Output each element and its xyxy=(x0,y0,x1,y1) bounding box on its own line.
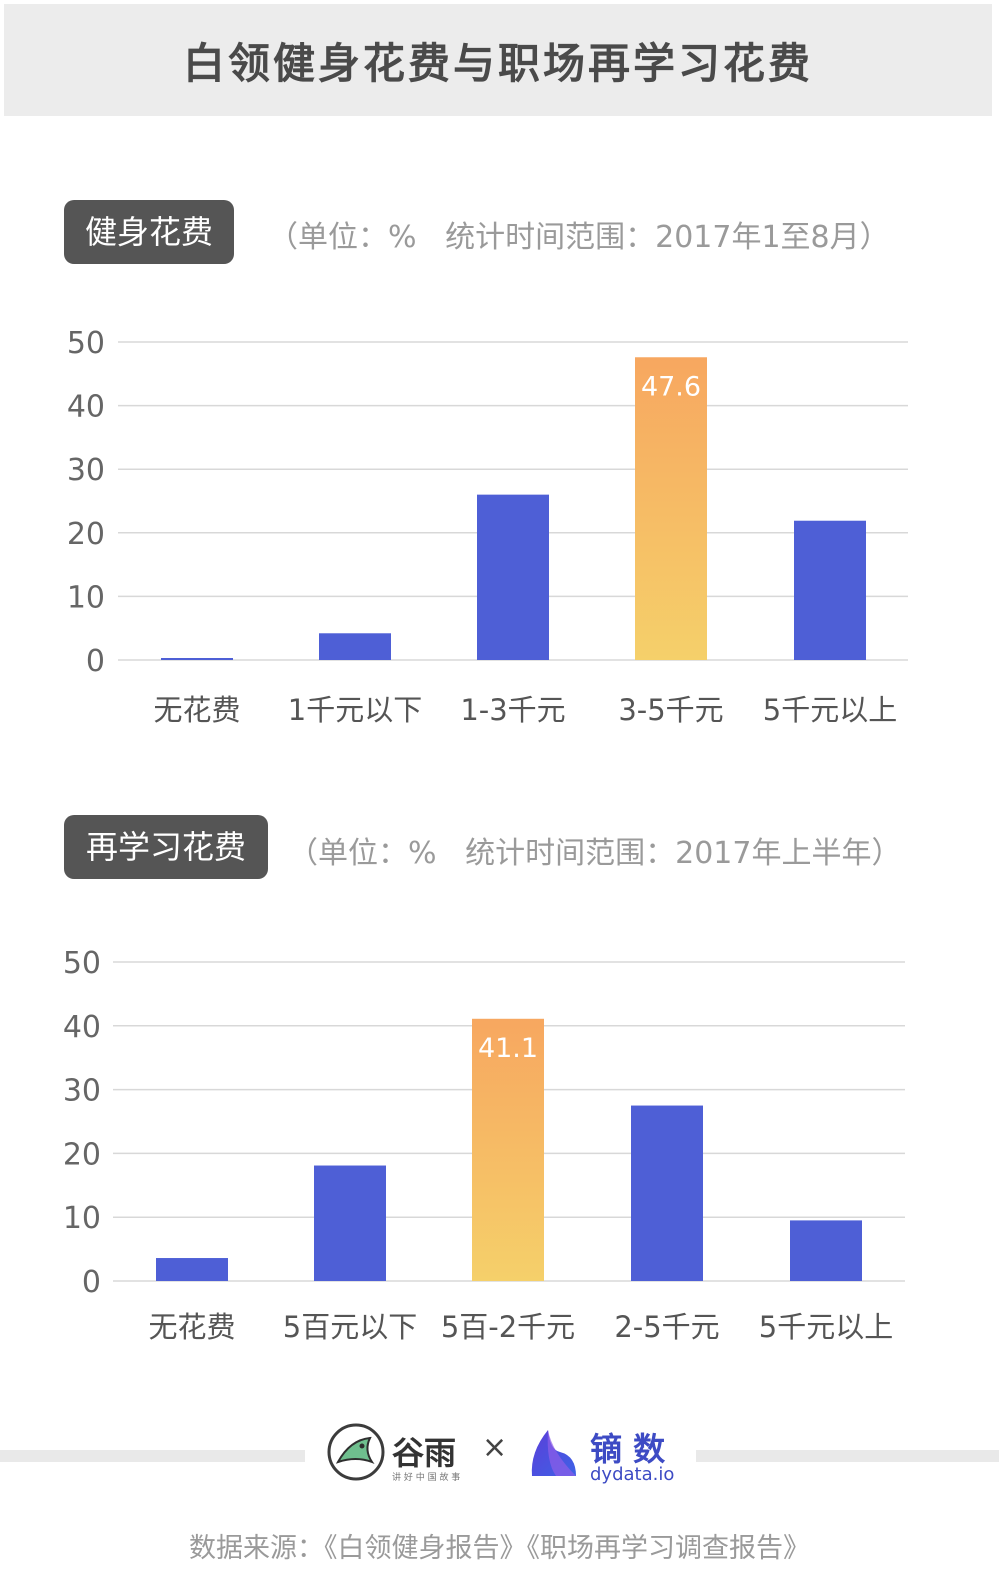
section-note-fitness: （单位：% 统计时间范围：2017年1至8月） xyxy=(268,212,890,256)
relearning-spending-chart: 0 10 20 30 40 50 无花费 5百元以下 41.1 5百-2千元 2-5千元 5千元以上 xyxy=(63,946,905,1344)
section-note-unit: （单位：% xyxy=(268,220,417,255)
y-tick-label: 20 xyxy=(67,517,105,552)
x-category-label: 5百元以下 xyxy=(283,1310,417,1344)
guyu-logo-text: 谷雨 xyxy=(392,1434,457,1472)
page-title: 白领健身花费与职场再学习花费 xyxy=(182,38,813,88)
x-category-label: 2-5千元 xyxy=(614,1310,719,1344)
bar xyxy=(156,1258,228,1281)
dydata-logo-icon xyxy=(531,1430,576,1476)
bar xyxy=(314,1165,386,1281)
x-category-label: 3-5千元 xyxy=(618,693,723,727)
fitness-spending-chart: 0 10 20 30 40 50 无花费 1千元以下 1-3千元 47.6 3-5千元 5千元以上 xyxy=(67,326,908,727)
y-tick-label: 30 xyxy=(67,453,105,488)
y-tick-label: 30 xyxy=(63,1074,101,1109)
data-source: 数据来源：《白领健身报告》《职场再学习调查报告》 xyxy=(189,1533,810,1564)
y-tick-label: 10 xyxy=(63,1201,101,1236)
y-tick-label: 40 xyxy=(67,390,105,425)
dydata-logo-text: 镝 数 xyxy=(590,1430,666,1468)
section-tag-fitness: 健身花费 xyxy=(64,200,234,264)
bar xyxy=(472,1018,544,1281)
x-category-label: 1-3千元 xyxy=(460,693,565,727)
y-tick-label: 10 xyxy=(67,580,105,615)
guyu-logo xyxy=(326,1422,386,1486)
x-category-label: 1千元以下 xyxy=(288,693,422,727)
footer-divider-left xyxy=(0,1450,305,1462)
data-label: 41.1 xyxy=(478,1033,538,1064)
x-category-label: 无花费 xyxy=(153,693,240,727)
footer-divider-right xyxy=(696,1450,999,1462)
section-note-unit: （单位：% xyxy=(288,836,437,871)
section-tag-relearning: 再学习花费 xyxy=(64,815,268,879)
y-tick-label: 40 xyxy=(63,1010,101,1045)
x-category-label: 5千元以上 xyxy=(763,693,897,727)
dydata-logo-subtext: dydata.io xyxy=(590,1464,675,1485)
y-tick-label: 0 xyxy=(86,644,105,679)
collab-times-sign: × xyxy=(482,1430,508,1465)
section-note-range: 统计时间范围：2017年上半年） xyxy=(465,836,902,871)
guyu-logo-icon xyxy=(327,1423,385,1481)
bar xyxy=(790,1220,862,1281)
y-tick-label: 50 xyxy=(67,326,105,361)
guyu-logo-subtext: 讲 好 中 国 故 事 xyxy=(392,1473,461,1483)
y-tick-label: 50 xyxy=(63,946,101,981)
title-bar: 白领健身花费与职场再学习花费 xyxy=(4,4,992,116)
x-category-label: 无花费 xyxy=(148,1310,235,1344)
y-tick-label: 20 xyxy=(63,1137,101,1172)
section-note-relearning: （单位：% 统计时间范围：2017年上半年） xyxy=(288,828,901,872)
x-category-label: 5百-2千元 xyxy=(441,1310,575,1344)
data-label: 47.6 xyxy=(641,371,701,402)
y-tick-label: 0 xyxy=(82,1265,101,1300)
bar xyxy=(794,520,866,660)
x-category-label: 5千元以上 xyxy=(759,1310,893,1344)
bar xyxy=(161,658,233,660)
dydata-logo xyxy=(526,1422,582,1486)
bar xyxy=(477,494,549,660)
bar xyxy=(631,1105,703,1281)
section-note-range: 统计时间范围：2017年1至8月） xyxy=(445,220,890,255)
bar xyxy=(635,357,707,660)
bar xyxy=(319,633,391,660)
